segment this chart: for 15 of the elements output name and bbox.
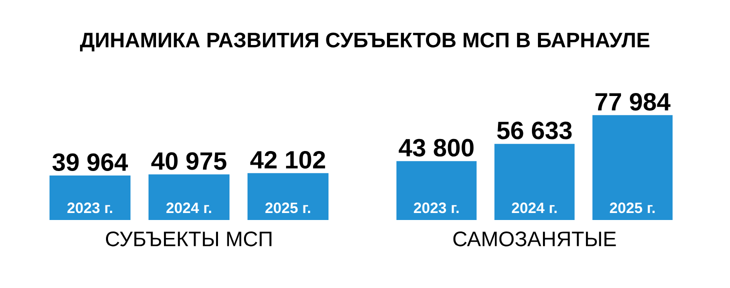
data-label: 43 800 (398, 138, 474, 157)
data-label: 40 975 (151, 152, 226, 170)
data-label: 77 984 (595, 92, 670, 111)
x-tick-label: 2025 г. (265, 202, 310, 214)
data-label: 56 633 (497, 122, 572, 140)
x-tick-label: 2024 г. (166, 202, 212, 214)
x-axis-title: САМОЗАНЯТЫЕ (453, 232, 616, 246)
x-tick-label: 2023 г. (414, 202, 459, 214)
chart-title: ДИНАМИКА РАЗВИТИЯ СУБЪЕКТОВ МСП В БАРНАУЛЕ (80, 32, 650, 52)
x-axis-title: СУБЪЕКТЫ МСП (106, 232, 272, 246)
data-label: 39 964 (52, 153, 128, 171)
x-tick-label: 2023 г. (67, 202, 112, 214)
data-label: 42 102 (250, 150, 326, 169)
x-tick-label: 2025 г. (610, 202, 655, 214)
x-tick-label: 2024 г. (512, 202, 557, 214)
